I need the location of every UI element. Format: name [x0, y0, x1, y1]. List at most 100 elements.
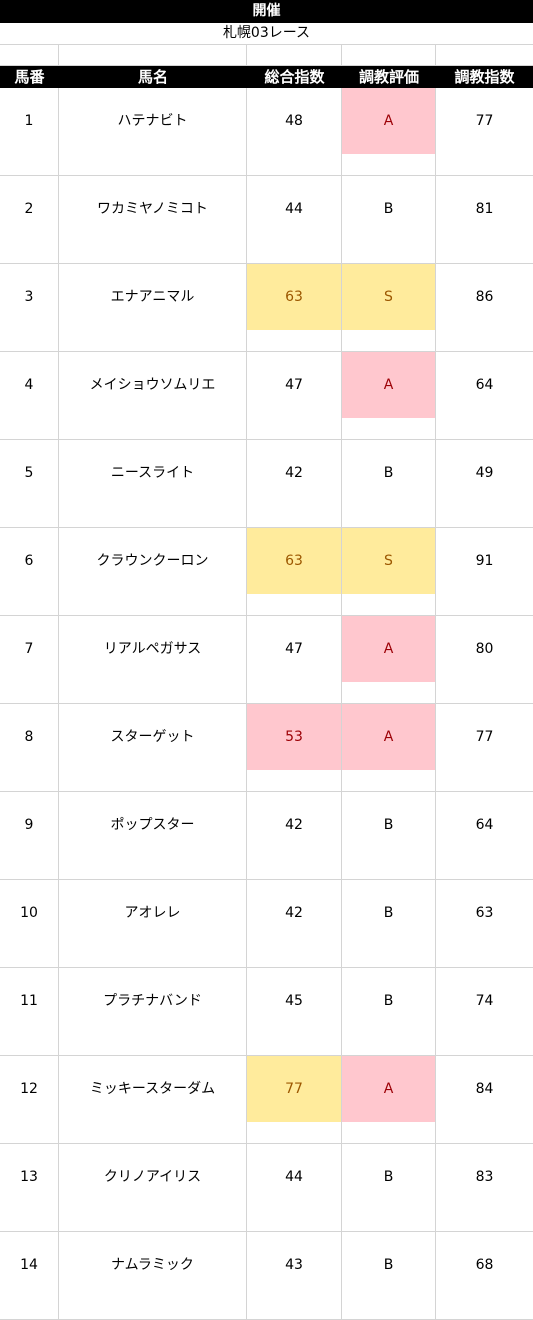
training-rating-cell: A — [342, 88, 436, 154]
total-index-cell: 44 — [247, 1144, 342, 1210]
table-row: 6 クラウンクーロン 63 S 91 — [0, 528, 533, 594]
horse-name-cell: ハテナビト — [59, 88, 247, 154]
table-header: 馬番 馬名 総合指数 調教評価 調教指数 — [0, 66, 533, 88]
horse-name-cell: メイショウソムリエ — [59, 352, 247, 418]
table-row: 11 プラチナバンド 45 B 74 — [0, 968, 533, 1034]
training-index-cell: 80 — [475, 641, 494, 657]
horse-number-cell: 12 — [0, 1056, 59, 1122]
table-row: 7 リアルペガサス 47 A 80 — [0, 616, 533, 682]
training-index-cell: 49 — [475, 465, 494, 481]
total-index-cell: 42 — [247, 880, 342, 946]
total-index-cell: 63 — [247, 528, 342, 594]
horse-name-cell: スターゲット — [59, 704, 247, 770]
table-row: 3 エナアニマル 63 S 86 — [0, 264, 533, 330]
table-row: 14 ナムラミック 43 B 68 — [0, 1232, 533, 1298]
training-index-cell: 77 — [475, 113, 494, 129]
horse-number-cell: 4 — [0, 352, 59, 418]
training-rating-cell: B — [342, 1144, 436, 1210]
row-spacer — [0, 330, 533, 352]
horse-name-cell: ミッキースターダム — [59, 1056, 247, 1122]
horse-name-cell: アオレレ — [59, 880, 247, 946]
training-index-cell: 64 — [475, 817, 494, 833]
total-index-cell: 47 — [247, 616, 342, 682]
row-spacer — [0, 418, 533, 440]
total-index-cell: 45 — [247, 968, 342, 1034]
total-index-cell: 63 — [247, 264, 342, 330]
row-spacer — [0, 1298, 533, 1320]
training-index-cell: 68 — [475, 1257, 494, 1273]
meeting-title: 開催 — [0, 0, 533, 23]
horse-name-cell: ニースライト — [59, 440, 247, 506]
spacer-row — [0, 45, 533, 66]
total-index-cell: 42 — [247, 440, 342, 506]
total-index-cell: 77 — [247, 1056, 342, 1122]
horse-name-cell: ナムラミック — [59, 1232, 247, 1298]
training-index-cell: 83 — [475, 1169, 494, 1185]
training-rating-cell: B — [342, 880, 436, 946]
training-index-cell: 64 — [475, 377, 494, 393]
row-spacer — [0, 858, 533, 880]
horse-number-cell: 13 — [0, 1144, 59, 1210]
table-row: 1 ハテナビト 48 A 77 — [0, 88, 533, 154]
header-horse-number: 馬番 — [0, 66, 59, 88]
total-index-cell: 48 — [247, 88, 342, 154]
horse-number-cell: 3 — [0, 264, 59, 330]
row-spacer — [0, 1210, 533, 1232]
horse-name-cell: エナアニマル — [59, 264, 247, 330]
horse-number-cell: 11 — [0, 968, 59, 1034]
table-row: 12 ミッキースターダム 77 A 84 — [0, 1056, 533, 1122]
horse-number-cell: 6 — [0, 528, 59, 594]
horse-name-cell: プラチナバンド — [59, 968, 247, 1034]
table-row: 5 ニースライト 42 B 49 — [0, 440, 533, 506]
row-spacer — [0, 946, 533, 968]
training-rating-cell: A — [342, 616, 436, 682]
horse-name-cell: ポップスター — [59, 792, 247, 858]
training-rating-cell: A — [342, 704, 436, 770]
horse-number-cell: 8 — [0, 704, 59, 770]
training-rating-cell: A — [342, 1056, 436, 1122]
horse-number-cell: 1 — [0, 88, 59, 154]
horse-name-cell: クラウンクーロン — [59, 528, 247, 594]
row-spacer — [0, 242, 533, 264]
training-index-cell: 81 — [475, 201, 494, 217]
table-body: 1 ハテナビト 48 A 77 2 ワカミヤノミコト 44 B 81 3 エナアニマル 63 S 86 4 メイ… — [0, 88, 533, 1320]
table-row: 9 ポップスター 42 B 64 — [0, 792, 533, 858]
training-rating-cell: B — [342, 1232, 436, 1298]
total-index-cell: 44 — [247, 176, 342, 242]
table-row: 2 ワカミヤノミコト 44 B 81 — [0, 176, 533, 242]
training-index-cell: 84 — [475, 1081, 494, 1097]
horse-number-cell: 10 — [0, 880, 59, 946]
training-rating-cell: B — [342, 440, 436, 506]
race-name: 札幌03レース — [0, 23, 533, 45]
row-spacer — [0, 682, 533, 704]
row-spacer — [0, 506, 533, 528]
row-spacer — [0, 154, 533, 176]
horse-name-cell: リアルペガサス — [59, 616, 247, 682]
table-row: 10 アオレレ 42 B 63 — [0, 880, 533, 946]
row-spacer — [0, 770, 533, 792]
training-rating-cell: S — [342, 528, 436, 594]
header-total-index: 総合指数 — [247, 66, 342, 88]
horse-number-cell: 9 — [0, 792, 59, 858]
row-spacer — [0, 1122, 533, 1144]
training-rating-cell: B — [342, 176, 436, 242]
table-row: 4 メイショウソムリエ 47 A 64 — [0, 352, 533, 418]
row-spacer — [0, 594, 533, 616]
horse-name-cell: クリノアイリス — [59, 1144, 247, 1210]
total-index-cell: 42 — [247, 792, 342, 858]
training-index-cell: 74 — [475, 993, 494, 1009]
total-index-cell: 53 — [247, 704, 342, 770]
total-index-cell: 43 — [247, 1232, 342, 1298]
training-index-cell: 86 — [475, 289, 494, 305]
row-spacer — [0, 1034, 533, 1056]
training-rating-cell: B — [342, 968, 436, 1034]
training-rating-cell: B — [342, 792, 436, 858]
training-rating-cell: S — [342, 264, 436, 330]
horse-number-cell: 14 — [0, 1232, 59, 1298]
horse-number-cell: 7 — [0, 616, 59, 682]
header-training-rating: 調教評価 — [342, 66, 436, 88]
table-row: 13 クリノアイリス 44 B 83 — [0, 1144, 533, 1210]
header-training-index: 調教指数 — [436, 66, 533, 88]
horse-number-cell: 5 — [0, 440, 59, 506]
